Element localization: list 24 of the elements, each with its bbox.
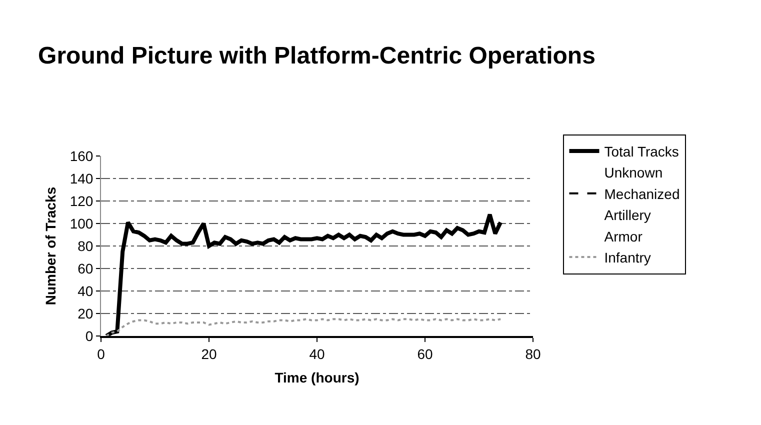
y-tick-label: 100 (70, 215, 94, 232)
text: Unknown (604, 164, 663, 181)
y-tick-label: 40 (78, 282, 94, 299)
y-tick-label: 20 (78, 305, 94, 322)
y-tick-label: 60 (78, 260, 94, 276)
y-axis-title: Number of Tracks (42, 186, 58, 306)
x-tick-label: 0 (97, 346, 106, 362)
text: Armor (604, 228, 643, 244)
x-tick-label: 20 (201, 346, 217, 362)
legend-label: Infantry (604, 249, 651, 266)
y-tick-label: 140 (70, 170, 94, 186)
legend-label: Mechanized (604, 186, 680, 202)
line-series (105, 318, 502, 336)
x-tick-label: 40 (309, 346, 325, 362)
y-tick-label: 160 (70, 148, 94, 164)
chart-title: Ground Picture with Platform-Centric Operations (38, 42, 596, 70)
x-tick-label: 60 (417, 346, 433, 362)
y-tick-label: 0 (85, 328, 94, 344)
legend-label: Total Tracks (604, 143, 679, 160)
y-tick-label: 80 (78, 238, 94, 254)
x-tick-label: 80 (525, 346, 541, 362)
x-axis-title: Time (hours) (274, 370, 360, 386)
text: Artillery (604, 207, 651, 224)
y-tick-label: 120 (70, 192, 94, 209)
